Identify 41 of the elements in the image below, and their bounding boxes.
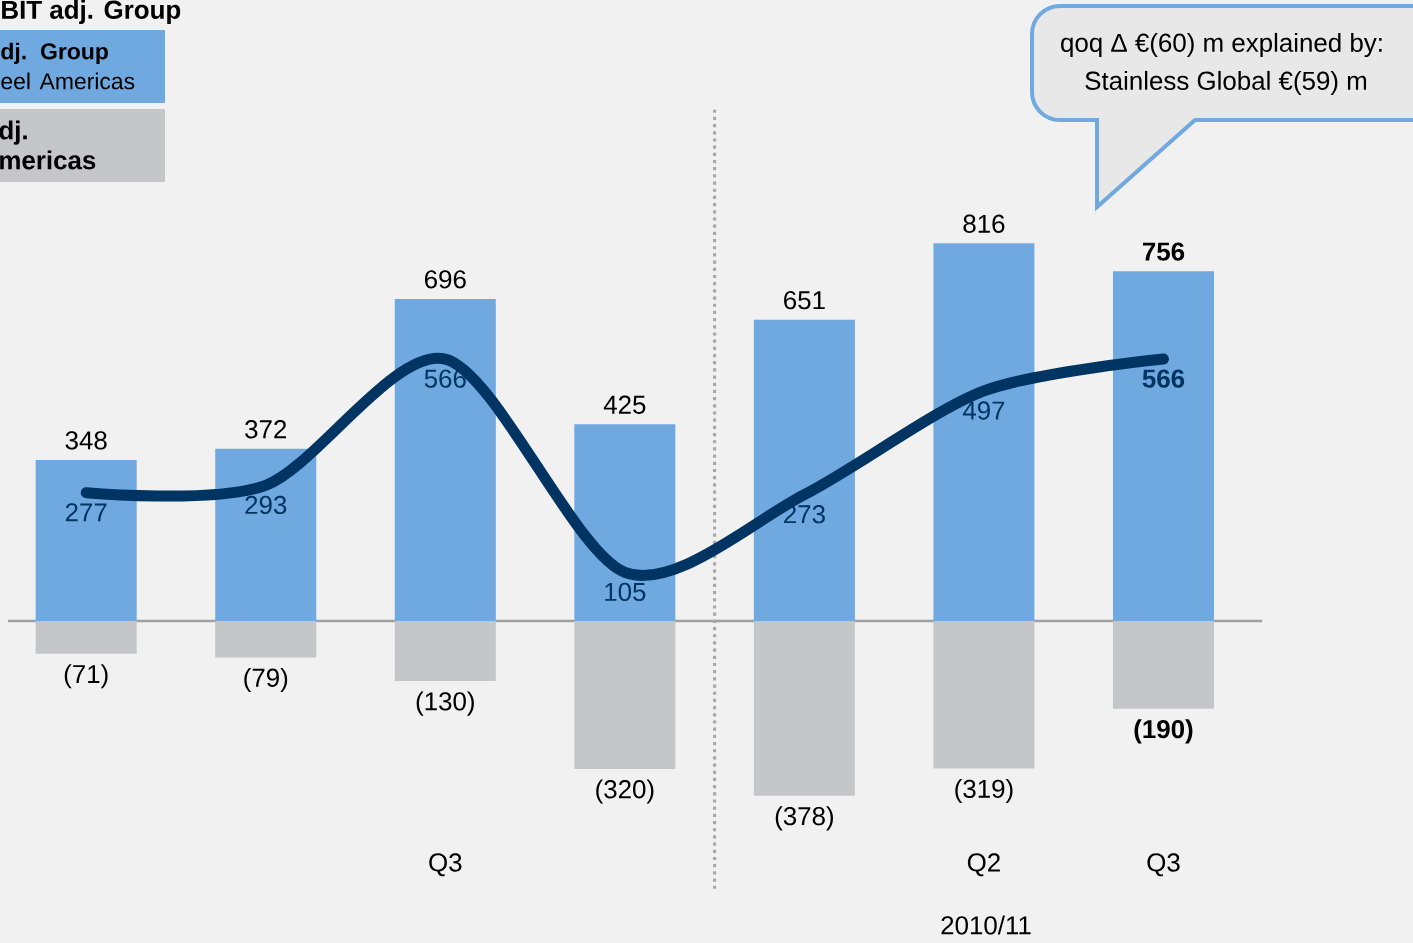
data-label: (320) [596,779,654,804]
bar [394,298,496,621]
data-label: 348 [65,431,107,450]
data-label: 816 [963,214,1005,233]
bar [933,243,1035,621]
data-label: (79) [244,667,288,693]
data-label: (71) [64,664,108,689]
data-label: 566 [1142,369,1185,388]
data-label: 696 [424,270,466,289]
data-label: 277 [65,503,107,522]
data-label: 756 [1142,242,1185,261]
bar [35,620,137,654]
bar [574,424,676,621]
bar [215,448,317,621]
data-label: (190) [1134,719,1193,744]
data-label: 293 [245,495,287,515]
bar [574,620,676,770]
bar [1112,271,1214,621]
data-label: (378) [775,806,834,831]
data-label: 105 [605,582,646,602]
text: dj. Group eel Americas [1,42,135,90]
bar [394,620,496,682]
data-label: 566 [424,369,466,388]
bar [933,620,1035,769]
x-tick-label: Q3 [429,853,462,877]
bar [1112,620,1214,709]
data-label: 497 [962,401,1005,420]
data-label: 425 [603,395,646,414]
bar [215,620,317,658]
bar [753,319,855,621]
data-label: (130) [416,691,474,716]
x-tick-label: Q3 [1147,853,1180,877]
x-tick-label: Q2 [967,853,1000,877]
bar [35,459,137,621]
data-label: 372 [245,420,287,439]
text: dj. mericas [0,120,96,170]
data-label: 651 [784,290,825,310]
data-label: (319) [955,778,1013,804]
bar [753,620,855,796]
annotation: 2010/11 [941,915,1031,935]
legend-title: BIT adj. Group [2,0,181,25]
